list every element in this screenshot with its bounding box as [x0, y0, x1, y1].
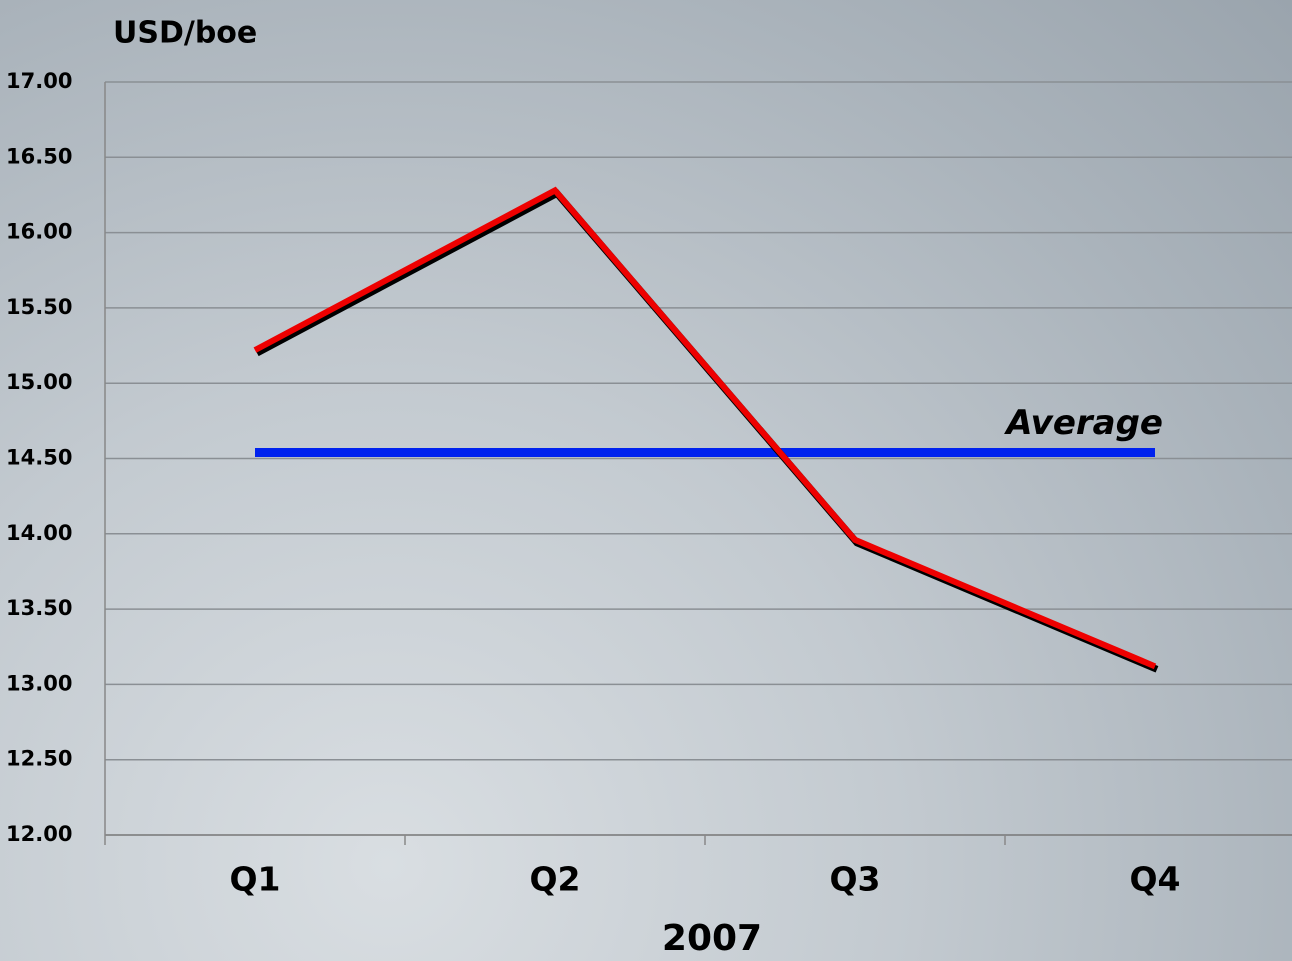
y-tick-label: 12.00: [6, 822, 72, 846]
y-axis-title: USD/boe: [113, 16, 257, 51]
x-tick-label: Q3: [829, 860, 880, 899]
y-tick-label: 16.50: [6, 144, 72, 168]
data-line: [253, 186, 1157, 670]
y-tick-label: 15.00: [6, 370, 72, 394]
x-tick-label: Q2: [529, 860, 580, 899]
y-tick-label: 14.00: [6, 521, 72, 545]
y-tick-label: 15.50: [6, 295, 72, 319]
x-axis-title: 2007: [662, 918, 762, 959]
y-tick-label: 16.00: [6, 220, 72, 244]
x-tick-label: Q1: [229, 860, 280, 899]
y-tick-label: 12.50: [6, 747, 72, 771]
y-tick-label: 14.50: [6, 446, 72, 470]
average-label: Average: [1003, 403, 1163, 443]
y-tick-label: 13.00: [6, 671, 72, 695]
y-tick-label: 17.00: [6, 69, 72, 93]
x-tick-label: Q4: [1129, 860, 1180, 899]
y-tick-label: 13.50: [6, 596, 72, 620]
